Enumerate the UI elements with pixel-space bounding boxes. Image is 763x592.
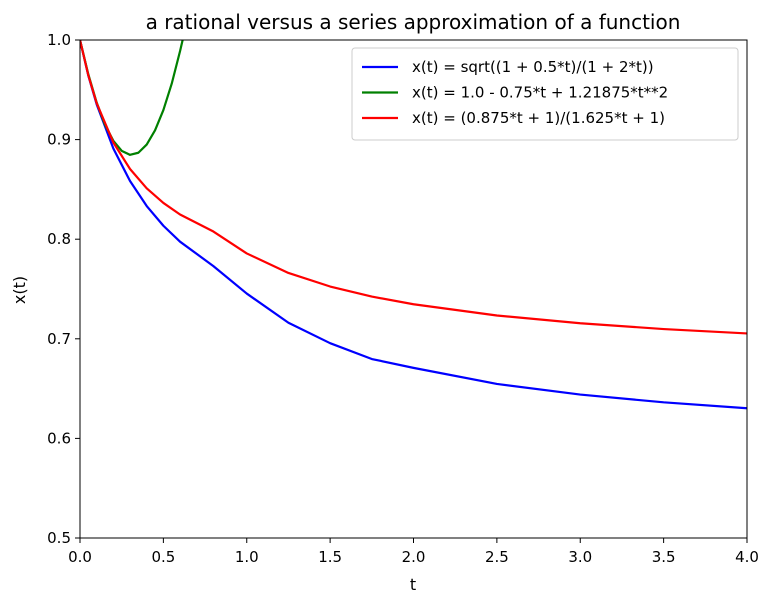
y-tick-label: 0.6 [47, 429, 71, 447]
chart-title: a rational versus a series approximation… [146, 10, 681, 34]
series-group [80, 40, 747, 410]
legend-entry-3: x(t) = (0.875*t + 1)/(1.625*t + 1) [412, 109, 665, 127]
x-tick-label: 1.0 [235, 548, 259, 566]
x-axis-label: t [410, 575, 416, 592]
y-axis-label: x(t) [10, 276, 29, 304]
x-tick-label: 0.0 [68, 548, 92, 566]
y-tick-label: 0.7 [47, 330, 71, 348]
legend-entry-1: x(t) = sqrt((1 + 0.5*t)/(1 + 2*t)) [412, 58, 654, 76]
x-tick-label: 0.5 [151, 548, 175, 566]
y-tick-label: 0.5 [47, 529, 71, 547]
x-tick-label: 2.0 [402, 548, 426, 566]
x-tick-label: 4.0 [735, 548, 759, 566]
y-tick-label: 0.8 [47, 230, 71, 248]
x-tick-label: 3.0 [568, 548, 592, 566]
x-tick-label: 2.5 [485, 548, 509, 566]
plot-area: 0.0 0.5 1.0 1.5 2.0 2.5 3.0 3.5 4.00.50.60.70.80… [47, 31, 759, 566]
x-tick-label: 1.5 [318, 548, 342, 566]
y-tick-label: 1.0 [47, 31, 71, 49]
series-line-3 [80, 40, 747, 335]
legend-entry-2: x(t) = 1.0 - 0.75*t + 1.21875*t**2 [412, 84, 668, 102]
series-line-1 [80, 40, 747, 410]
x-tick-label: 3.5 [652, 548, 676, 566]
legend-box [351, 47, 739, 141]
legend: x(t) = sqrt((1 + 0.5*t)/(1 + 2*t)) x(t) =… [351, 47, 739, 141]
y-tick-label: 0.9 [47, 131, 71, 149]
